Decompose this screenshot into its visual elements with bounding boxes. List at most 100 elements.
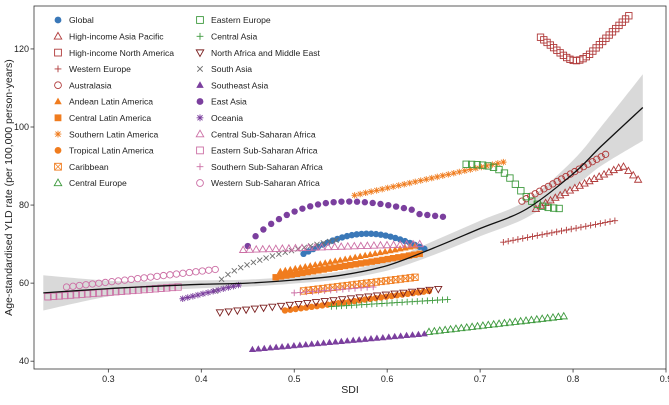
data-point (539, 202, 547, 210)
data-point (587, 222, 594, 229)
data-point (425, 286, 434, 295)
data-point (168, 283, 177, 292)
data-point (224, 308, 233, 317)
data-point (231, 267, 238, 274)
data-point (505, 238, 512, 245)
x-axis-title: SDI (341, 384, 359, 396)
data-point (372, 230, 380, 238)
data-point (361, 335, 369, 342)
data-point (356, 190, 364, 198)
legend-marker (54, 16, 62, 24)
data-point (192, 268, 200, 276)
data-point (245, 245, 254, 253)
data-point (457, 323, 466, 332)
data-point (391, 246, 399, 253)
legend-label: Andean Latin America (69, 97, 153, 107)
data-point (146, 273, 155, 281)
data-point (408, 239, 418, 248)
data-point (311, 261, 319, 268)
data-point (633, 175, 643, 183)
data-point (336, 242, 346, 250)
data-point (299, 205, 306, 212)
data-point (390, 183, 397, 190)
confidence-band-layer (43, 74, 643, 311)
data-point (489, 319, 498, 328)
data-point (336, 256, 344, 263)
data-point (601, 150, 610, 158)
data-point (278, 244, 287, 252)
legend-label: Eastern Europe (211, 15, 271, 25)
data-point (399, 289, 408, 298)
data-point (456, 168, 463, 176)
x-tick-label: 0.6 (381, 374, 394, 384)
data-point (151, 285, 160, 293)
data-point (403, 331, 411, 339)
data-point (343, 232, 351, 240)
data-point (558, 227, 565, 235)
data-point (373, 334, 381, 341)
data-point (292, 305, 299, 313)
data-point (337, 296, 347, 304)
data-point (500, 158, 507, 166)
data-point (379, 333, 387, 341)
data-point (244, 242, 251, 250)
data-point (319, 241, 327, 248)
data-point (424, 327, 434, 335)
data-point (220, 285, 227, 293)
data-point (604, 167, 614, 176)
data-point (389, 240, 398, 248)
data-point (250, 305, 260, 314)
legend-item: North Africa and Middle East (195, 48, 321, 58)
data-point (386, 247, 394, 254)
data-point (343, 241, 353, 250)
data-point (341, 262, 349, 270)
data-point (517, 187, 525, 195)
data-point (198, 267, 206, 275)
data-point (205, 266, 213, 274)
data-point (83, 290, 92, 298)
data-point (250, 259, 257, 266)
fit-confidence-band (43, 74, 643, 311)
data-point (379, 256, 386, 264)
data-point (204, 289, 212, 296)
legend-marker (54, 81, 62, 90)
data-point (369, 199, 376, 207)
legend-item: High-income North America (54, 48, 174, 58)
legend-marker (54, 114, 62, 122)
data-point (44, 293, 52, 301)
data-point (287, 306, 294, 313)
data-point (478, 161, 487, 169)
data-point (49, 292, 58, 301)
y-tick-label: 80 (19, 200, 29, 210)
data-point (331, 257, 339, 264)
data-point (225, 284, 232, 291)
data-point (500, 169, 509, 177)
data-point (325, 265, 333, 272)
data-point (339, 286, 347, 293)
data-point (483, 162, 491, 170)
data-point (435, 326, 445, 334)
data-point (244, 262, 250, 268)
data-point (302, 340, 310, 348)
data-point (414, 330, 422, 337)
data-point (400, 204, 408, 212)
data-point (550, 204, 558, 212)
data-point (309, 288, 316, 295)
y-tick-label: 40 (19, 356, 29, 366)
legend-marker (196, 81, 204, 88)
data-point (364, 293, 373, 302)
data-point (291, 289, 298, 297)
legend-label: East Asia (211, 97, 247, 107)
data-point (592, 221, 599, 228)
data-point (518, 197, 526, 205)
legend-item: Global (54, 15, 94, 25)
data-point (462, 322, 472, 331)
legend-marker (196, 179, 204, 187)
data-point (439, 213, 447, 220)
data-point (424, 211, 431, 219)
data-point (405, 252, 413, 259)
legend-label: Oceania (211, 113, 243, 123)
data-point (331, 264, 338, 271)
data-point (349, 336, 357, 343)
data-point (384, 184, 391, 192)
